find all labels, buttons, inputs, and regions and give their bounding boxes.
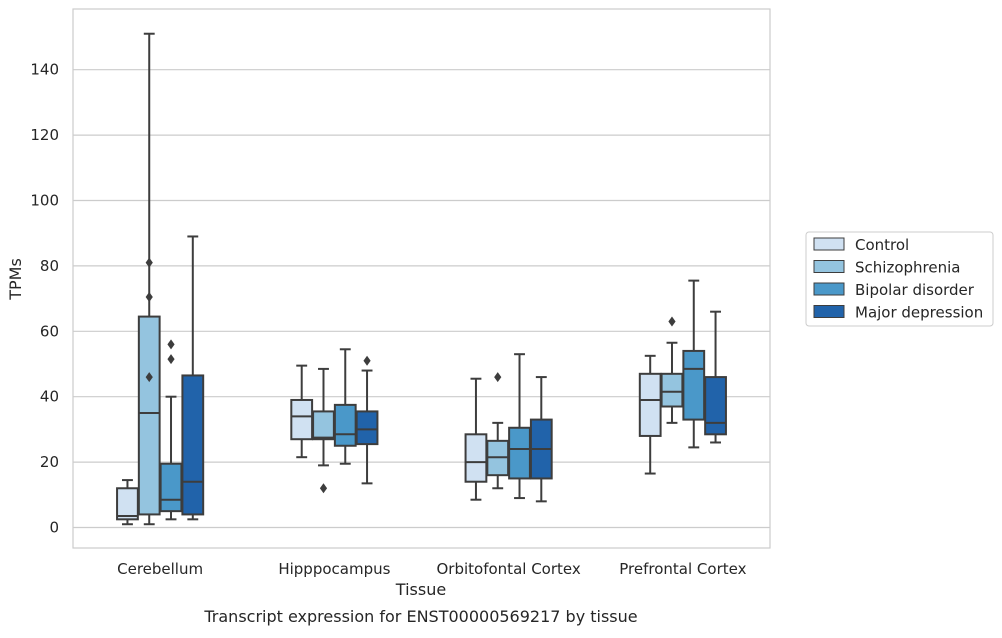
x-tick-label: Prefrontal Cortex [619,560,746,578]
outlier-point [145,257,153,268]
box-iqr [181,374,205,516]
box-plot [159,339,183,521]
x-tick-labels: Cerebellum Hipppocampus Orbitofontal Corte… [117,560,746,578]
x-tick-label: Cerebellum [117,560,203,578]
legend-items: Control Schizophrenia Bipolar disorder Majo… [813,236,983,322]
y-tick-label: 120 [30,126,59,144]
y-tick-label: 0 [49,519,59,537]
box-plot [529,376,553,503]
box-plot [181,235,205,521]
legend-swatch [813,260,845,273]
box-iqr [312,410,335,441]
y-tick-label: 100 [30,192,59,210]
box-plot [704,310,727,444]
box-plot [116,479,139,526]
outlier-point [668,316,676,327]
y-tick-label: 60 [40,322,59,340]
box-plot [660,316,684,424]
box-plot [290,364,314,459]
box-iqr [355,410,379,446]
grid-layer [73,69,770,529]
box-iqr [159,462,183,513]
box-iqr [333,403,357,447]
legend-swatch [813,282,845,296]
legend-label: Bipolar disorder [855,281,975,299]
box-iqr [704,376,727,436]
x-axis-label: Tissue [395,580,446,599]
outlier-point [319,483,328,494]
y-axis-label: TPMs [6,258,25,301]
box-iqr [660,372,684,408]
plot-frame [72,8,771,549]
box-iqr [682,349,706,421]
box-iqr [137,315,161,516]
legend-swatch [813,237,845,251]
x-tick-label: Hipppocampus [278,560,390,578]
box-plot [312,367,335,494]
box-plot [638,354,662,475]
box-iqr [638,372,662,437]
outlier-point [145,372,153,383]
outlier-point [167,339,175,350]
box-plot [486,372,510,490]
y-tick-labels: 0 20 40 60 80 100 120 140 [30,61,59,537]
legend-label: Control [855,236,909,254]
outlier-point [494,372,502,383]
box-plot [333,348,357,465]
y-tick-label: 20 [40,453,59,471]
legend: Control Schizophrenia Bipolar disorder Majo… [805,231,994,327]
outlier-point [363,355,371,366]
legend-label: Schizophrenia [855,259,960,277]
box-iqr [464,433,488,483]
box-layer [116,32,727,526]
legend-swatch [813,305,845,318]
outlier-point [145,291,153,302]
box-plot [137,32,161,526]
box-iqr [290,398,314,441]
y-tick-label: 40 [40,388,59,406]
box-plot [508,353,531,500]
legend-label: Major depression [855,304,983,322]
x-tick-label: Orbitofontal Cortex [437,560,581,578]
chart-caption: Transcript expression for ENST0000056921… [203,607,637,626]
legend-frame [805,231,994,327]
y-tick-label: 80 [40,257,59,275]
box-plot [355,355,379,485]
box-plot [682,279,706,449]
box-iqr [508,426,531,480]
y-tick-label: 140 [30,61,59,79]
outlier-point [167,354,175,365]
box-iqr [116,487,139,521]
